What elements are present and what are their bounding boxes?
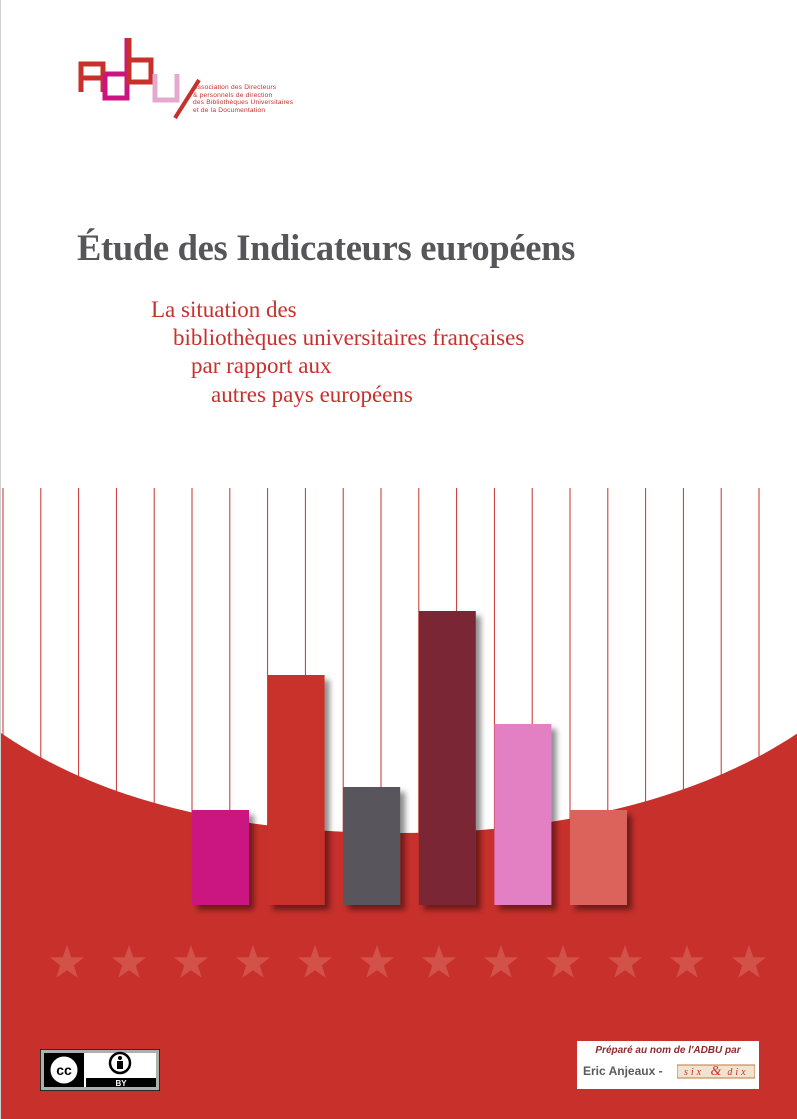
decorative-bar: [192, 810, 249, 905]
org-name-line: Association des Directeurs: [193, 84, 277, 91]
decorative-star: [297, 945, 333, 978]
decorative-bars: [192, 611, 627, 905]
six-dix-logo: six & dix: [677, 1064, 755, 1079]
decorative-star: [49, 945, 85, 978]
subtitle-line: par rapport aux: [191, 353, 332, 378]
decorative-bar: [494, 724, 552, 905]
six-text: six: [684, 1067, 704, 1078]
adbu-logo: Association des Directeurs & personnels …: [75, 34, 355, 120]
decorative-star: [421, 945, 457, 978]
decorative-stars: [49, 945, 767, 978]
org-name-line: des Bibliothèques Universitaires: [193, 99, 294, 107]
org-name-line: et de la Documentation: [193, 106, 266, 114]
decorative-star: [607, 945, 643, 978]
credit-box: Préparé au nom de l'ADBU par Eric Anjeau…: [577, 1041, 759, 1089]
decorative-bar: [570, 810, 627, 905]
org-name: Association des Directeurs & personnels …: [193, 84, 293, 114]
document-title: Étude des Indicateurs européens: [77, 227, 576, 268]
subtitle-line: bibliothèques universitaires françaises: [173, 325, 525, 350]
decorative-star: [173, 945, 209, 978]
decorative-chart-graphic: [1, 488, 797, 1119]
cc-label: cc: [56, 1062, 72, 1078]
credit-author: Eric Anjeaux -: [583, 1064, 663, 1078]
subtitle-line: autres pays européens: [211, 382, 413, 407]
decorative-star: [545, 945, 581, 978]
decorative-star: [111, 945, 147, 978]
subtitle-line: La situation des: [151, 297, 297, 322]
decorative-bar: [267, 675, 325, 905]
decorative-bar: [418, 611, 476, 905]
cc-by-icon: cc BY: [39, 1048, 161, 1092]
adbu-logo-mark: [78, 38, 201, 120]
org-name-line: & personnels de direction: [193, 91, 273, 99]
decorative-star: [483, 945, 519, 978]
decorative-star: [235, 945, 271, 978]
by-label: BY: [115, 1079, 127, 1088]
credit-prepared-text: Préparé au nom de l'ADBU par: [595, 1045, 741, 1056]
decorative-chart-svg: [1, 488, 797, 1119]
decorative-bar: [343, 787, 401, 905]
cc-by-license-badge[interactable]: cc BY: [39, 1048, 161, 1092]
decorative-star: [731, 945, 767, 978]
dix-text: dix: [727, 1067, 748, 1078]
decorative-star: [359, 945, 395, 978]
amp-text: &: [711, 1064, 722, 1079]
decorative-star: [669, 945, 705, 978]
